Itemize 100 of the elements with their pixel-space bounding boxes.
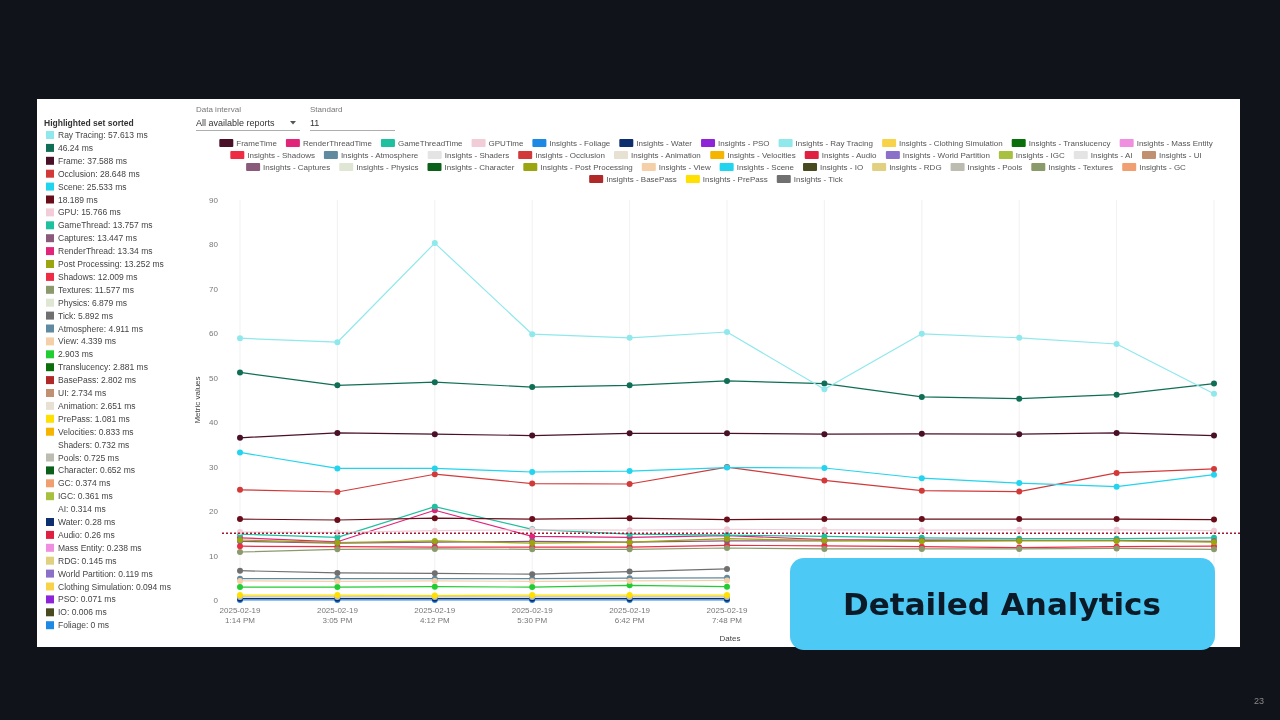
y-tick-label: 70 bbox=[209, 284, 219, 294]
legend-label: Insights - Mass Entity bbox=[1136, 139, 1213, 148]
legend-label: Insights - Ray Tracing bbox=[795, 139, 873, 148]
x-tick-label: 2025-02-19 1:14 PM bbox=[219, 606, 262, 625]
text: Data interval bbox=[196, 105, 242, 114]
category-label: AI: 0.314 ms bbox=[58, 504, 106, 515]
x-tick-label: 2025-02-19 6:42 PM bbox=[609, 606, 651, 625]
legend-label: Insights - Occlusion bbox=[535, 151, 606, 160]
y-axis-title: Metric values bbox=[193, 376, 202, 424]
category-label: View: 4.339 ms bbox=[58, 336, 116, 347]
x-axis-title: Dates bbox=[719, 634, 741, 643]
category-label: IGC: 0.361 ms bbox=[58, 491, 113, 502]
text: Highlighted set sorted bbox=[44, 118, 134, 128]
category-label: RDG: 0.145 ms bbox=[58, 555, 117, 566]
x-tick-label: 2025-02-19 4:12 PM bbox=[414, 606, 456, 625]
legend-label: Insights - Physics bbox=[356, 163, 419, 172]
category-label: Audio: 0.26 ms bbox=[58, 529, 115, 540]
legend-label: Insights - PrePass bbox=[702, 175, 768, 184]
legend-label: Insights - Atmosphere bbox=[340, 151, 419, 160]
category-label: PrePass: 1.081 ms bbox=[58, 413, 130, 424]
category-label: Ray Tracing: 57.613 ms bbox=[58, 130, 148, 140]
category-label: Captures: 13.447 ms bbox=[58, 233, 137, 244]
legend-label: Insights - GC bbox=[1139, 163, 1187, 172]
category-label: Water: 0.28 ms bbox=[58, 517, 116, 527]
category-label: World Partition: 0.119 ms bbox=[58, 568, 153, 579]
category-label: 2.903 ms bbox=[58, 349, 93, 360]
legend-label: Insights - Captures bbox=[263, 163, 331, 172]
x-tick-label: 2025-02-19 5:30 PM bbox=[511, 606, 554, 625]
text: 11 bbox=[310, 118, 320, 128]
x-tick-label: 2025-02-19 3:05 PM bbox=[316, 606, 359, 625]
category-label: Character: 0.652 ms bbox=[58, 465, 136, 476]
category-label: Atmosphere: 4.911 ms bbox=[58, 323, 143, 334]
category-label: GPU: 15.766 ms bbox=[58, 207, 121, 218]
category-label: IO: 0.006 ms bbox=[58, 607, 107, 618]
category-label: Velocities: 0.833 ms bbox=[58, 426, 134, 437]
category-label: Mass Entity: 0.238 ms bbox=[58, 542, 142, 553]
legend-label: Insights - World Partition bbox=[902, 151, 990, 160]
legend-label: Insights - Textures bbox=[1048, 163, 1114, 172]
text: Standard bbox=[310, 105, 343, 114]
legend-label: Insights - Animation bbox=[631, 151, 701, 160]
category-label: Foliage: 0 ms bbox=[58, 620, 110, 631]
category-label: BasePass: 2.802 ms bbox=[58, 375, 136, 386]
legend-label: Insights - Pools bbox=[967, 163, 1023, 172]
category-label: 18.189 ms bbox=[58, 194, 98, 205]
legend-label: Insights - AI bbox=[1090, 151, 1133, 160]
legend-label: Insights - IO bbox=[820, 163, 864, 172]
category-label: Translucency: 2.881 ms bbox=[58, 362, 148, 373]
category-label: Occlusion: 28.648 ms bbox=[58, 168, 140, 179]
legend-label: FrameTime bbox=[236, 139, 278, 148]
category-label: Post Processing: 13.252 ms bbox=[58, 259, 164, 269]
legend-label: Insights - IGC bbox=[1015, 151, 1065, 160]
legend-label: Insights - Character bbox=[444, 163, 515, 172]
y-tick-label: 40 bbox=[209, 418, 219, 428]
category-label: GC: 0.374 ms bbox=[58, 478, 111, 489]
legend-label: Insights - Post Processing bbox=[540, 163, 633, 172]
legend-label: Insights - Translucency bbox=[1028, 139, 1111, 148]
category-label: Pools: 0.725 ms bbox=[58, 452, 119, 463]
legend-label: Insights - BasePass bbox=[606, 175, 677, 184]
category-label: RenderThread: 13.34 ms bbox=[58, 246, 153, 257]
y-tick-label: 90 bbox=[209, 196, 219, 205]
legend-label: Insights - Velocities bbox=[727, 151, 796, 160]
category-label: PSO: 0.071 ms bbox=[58, 594, 116, 605]
legend-label: Insights - PSO bbox=[718, 139, 770, 148]
y-tick-label: 80 bbox=[209, 240, 219, 250]
category-label: Animation: 2.651 ms bbox=[58, 400, 136, 411]
category-label: Shadows: 12.009 ms bbox=[58, 271, 138, 282]
category-label: Textures: 11.577 ms bbox=[58, 284, 134, 295]
category-label: Shaders: 0.732 ms bbox=[58, 439, 130, 450]
legend-label: Insights - View bbox=[658, 163, 711, 172]
legend-label: RenderThreadTime bbox=[302, 139, 373, 148]
legend-label: Insights - Scene bbox=[736, 163, 795, 172]
category-label: Tick: 5.892 ms bbox=[58, 310, 113, 321]
legend-label: Insights - Clothing Simulation bbox=[899, 139, 1003, 148]
text: Detailed Analytics bbox=[843, 586, 1161, 622]
legend-label: GameThreadTime bbox=[397, 139, 464, 148]
y-tick-label: 10 bbox=[209, 551, 219, 561]
legend-label: Insights - Audio bbox=[821, 151, 877, 160]
legend-label: Insights - UI bbox=[1159, 151, 1202, 160]
category-label: 46.24 ms bbox=[58, 142, 93, 153]
legend-label: Insights - Foliage bbox=[549, 139, 611, 148]
y-tick-label: 60 bbox=[209, 329, 219, 339]
category-label: Frame: 37.588 ms bbox=[58, 155, 127, 166]
category-label: Scene: 25.533 ms bbox=[58, 181, 127, 192]
legend-label: Insights - Shadows bbox=[247, 151, 315, 160]
category-label: GameThread: 13.757 ms bbox=[58, 220, 153, 231]
legend-label: Insights - Tick bbox=[793, 175, 844, 184]
text: All available reports bbox=[196, 118, 276, 128]
y-tick-label: 0 bbox=[213, 596, 219, 605]
category-label: Physics: 6.879 ms bbox=[58, 297, 127, 308]
legend-label: GPUTime bbox=[488, 139, 524, 148]
text: 23 bbox=[1253, 696, 1264, 706]
y-tick-label: 50 bbox=[209, 373, 219, 383]
category-label: Clothing Simulation: 0.094 ms bbox=[58, 581, 171, 592]
legend-label: Insights - RDG bbox=[889, 163, 942, 172]
category-label: UI: 2.734 ms bbox=[58, 388, 107, 398]
legend-label: Insights - Shaders bbox=[444, 151, 510, 160]
y-tick-label: 30 bbox=[209, 462, 219, 472]
y-tick-label: 20 bbox=[209, 507, 219, 517]
x-tick-label: 2025-02-19 7:48 PM bbox=[706, 606, 749, 625]
legend-label: Insights - Water bbox=[636, 139, 693, 148]
